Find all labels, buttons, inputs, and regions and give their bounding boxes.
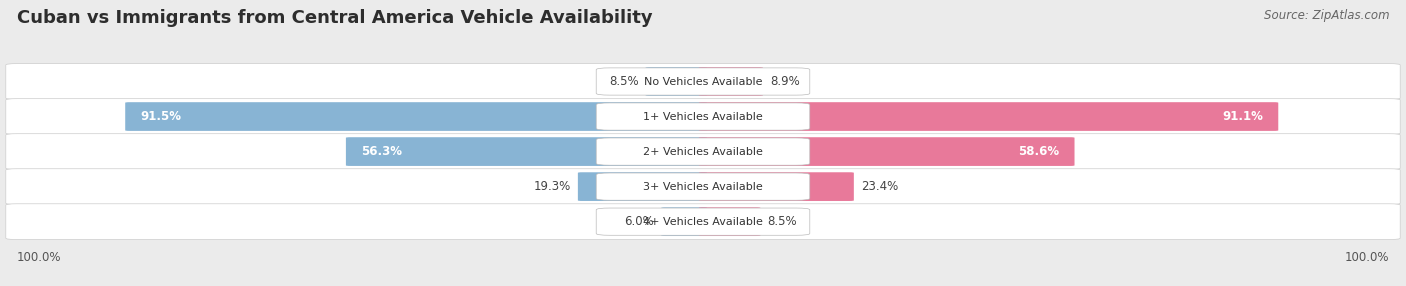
FancyBboxPatch shape: [6, 169, 1400, 204]
Text: Cuban vs Immigrants from Central America Vehicle Availability: Cuban vs Immigrants from Central America…: [17, 9, 652, 27]
FancyBboxPatch shape: [596, 103, 810, 130]
Text: 3+ Vehicles Available: 3+ Vehicles Available: [643, 182, 763, 192]
Text: No Vehicles Available: No Vehicles Available: [644, 76, 762, 86]
Text: 8.9%: 8.9%: [770, 75, 800, 88]
Text: 58.6%: 58.6%: [1018, 145, 1059, 158]
FancyBboxPatch shape: [596, 173, 810, 200]
FancyBboxPatch shape: [596, 208, 810, 235]
FancyBboxPatch shape: [661, 207, 707, 236]
Text: 91.5%: 91.5%: [141, 110, 181, 123]
Text: 91.1%: 91.1%: [1222, 110, 1263, 123]
Text: 2+ Vehicles Available: 2+ Vehicles Available: [643, 147, 763, 156]
Text: 8.5%: 8.5%: [609, 75, 638, 88]
FancyBboxPatch shape: [645, 67, 707, 96]
Text: 56.3%: 56.3%: [361, 145, 402, 158]
Text: 100.0%: 100.0%: [1344, 251, 1389, 264]
Text: 8.5%: 8.5%: [768, 215, 797, 228]
FancyBboxPatch shape: [346, 137, 707, 166]
Text: 6.0%: 6.0%: [624, 215, 654, 228]
FancyBboxPatch shape: [699, 67, 763, 96]
FancyBboxPatch shape: [699, 207, 761, 236]
Text: 1+ Vehicles Available: 1+ Vehicles Available: [643, 112, 763, 122]
Text: 100.0%: 100.0%: [17, 251, 62, 264]
Text: 23.4%: 23.4%: [860, 180, 898, 193]
FancyBboxPatch shape: [6, 63, 1400, 99]
Text: 19.3%: 19.3%: [534, 180, 571, 193]
FancyBboxPatch shape: [6, 134, 1400, 169]
FancyBboxPatch shape: [596, 138, 810, 165]
FancyBboxPatch shape: [699, 137, 1074, 166]
FancyBboxPatch shape: [6, 204, 1400, 240]
FancyBboxPatch shape: [699, 102, 1278, 131]
Text: 4+ Vehicles Available: 4+ Vehicles Available: [643, 217, 763, 227]
FancyBboxPatch shape: [578, 172, 707, 201]
FancyBboxPatch shape: [596, 68, 810, 95]
Text: Source: ZipAtlas.com: Source: ZipAtlas.com: [1264, 9, 1389, 21]
FancyBboxPatch shape: [699, 172, 853, 201]
FancyBboxPatch shape: [6, 99, 1400, 134]
FancyBboxPatch shape: [125, 102, 707, 131]
